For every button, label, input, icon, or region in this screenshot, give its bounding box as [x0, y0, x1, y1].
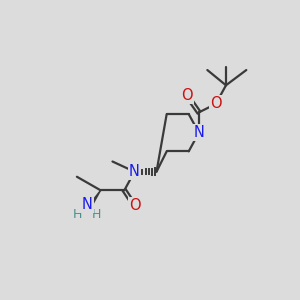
Text: N: N — [129, 164, 140, 179]
Text: H: H — [92, 208, 101, 221]
Text: H: H — [73, 208, 83, 221]
Text: N: N — [194, 125, 204, 140]
Polygon shape — [85, 190, 100, 212]
Text: O: O — [210, 96, 222, 111]
Text: O: O — [129, 198, 140, 213]
Text: N: N — [82, 197, 92, 212]
Text: O: O — [181, 88, 193, 103]
